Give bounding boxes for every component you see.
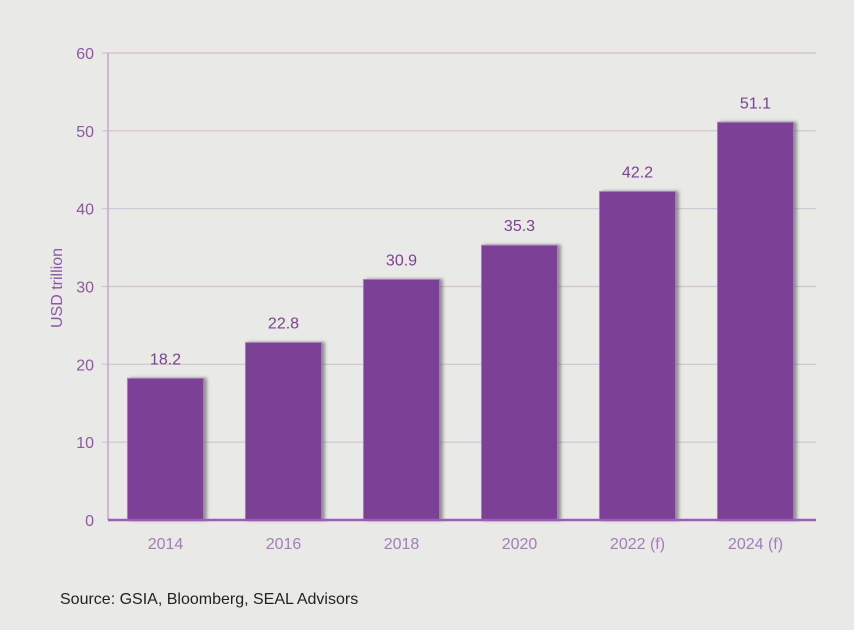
x-tick-label: 2018	[384, 536, 420, 553]
y-axis-label: USD trillion	[49, 248, 66, 328]
data-label: 51.1	[740, 95, 771, 112]
y-tick-label: 40	[76, 202, 94, 219]
bar	[245, 342, 322, 521]
data-label: 18.2	[150, 351, 181, 368]
y-tick-label: 60	[76, 46, 94, 63]
data-label: 30.9	[386, 252, 417, 269]
y-tick-label: 10	[76, 435, 94, 452]
x-tick-label: 2016	[266, 536, 302, 553]
bar	[599, 191, 676, 521]
source-note: Source: GSIA, Bloomberg, SEAL Advisors	[60, 591, 359, 608]
data-label: 22.8	[268, 316, 299, 333]
x-tick-label: 2022 (f)	[610, 536, 665, 553]
x-tick-label: 2024 (f)	[728, 536, 783, 553]
y-tick-label: 50	[76, 124, 94, 141]
bar	[127, 377, 204, 521]
bar	[481, 244, 558, 521]
bar	[717, 121, 794, 521]
data-label: 35.3	[504, 218, 535, 235]
y-tick-label: 30	[76, 280, 94, 297]
x-tick-label: 2020	[502, 536, 538, 553]
x-tick-label: 2014	[148, 536, 184, 553]
y-tick-label: 0	[85, 513, 94, 530]
y-tick-label: 20	[76, 357, 94, 374]
bar	[363, 278, 440, 521]
data-label: 42.2	[622, 165, 653, 182]
